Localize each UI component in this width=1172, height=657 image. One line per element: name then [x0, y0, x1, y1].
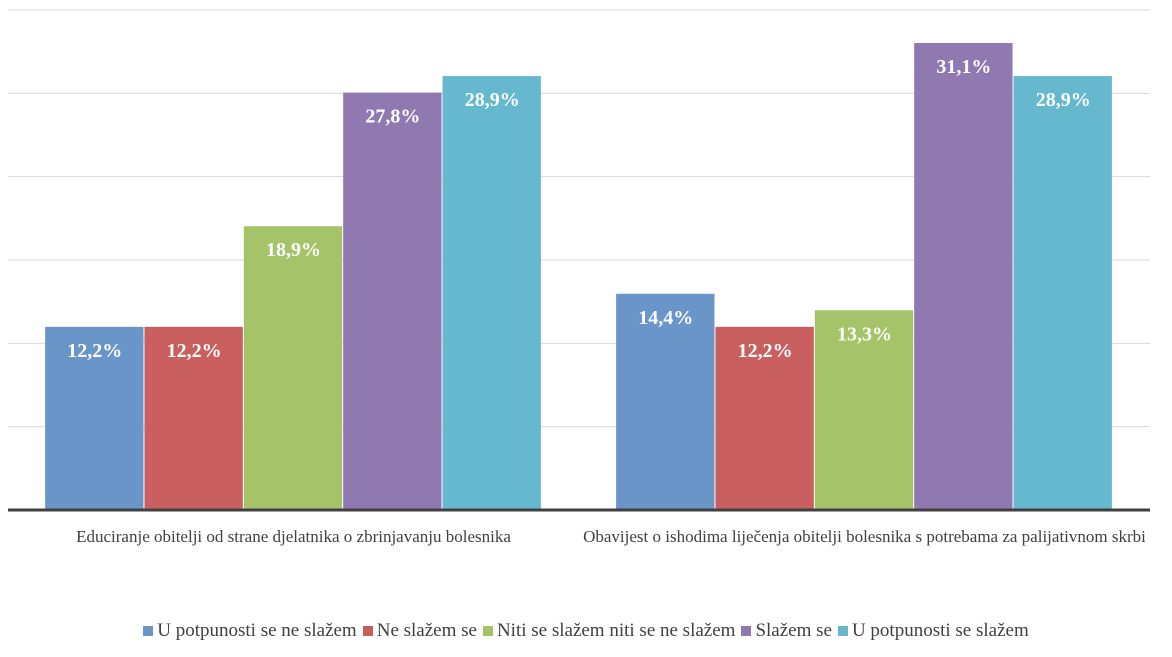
legend-label: U potpunosti se ne slažem [157, 620, 357, 641]
legend-label: Slažem se [755, 620, 832, 641]
value-label: 12,2% [167, 340, 222, 362]
legend-swatch [482, 626, 493, 636]
legend-swatch [362, 626, 373, 636]
value-label: 27,8% [365, 106, 420, 128]
value-label: 28,9% [1036, 89, 1091, 111]
value-label: 18,9% [266, 239, 321, 261]
legend-item: U potpunosti se ne slažem [143, 620, 357, 642]
legend-swatch [837, 626, 848, 636]
bar [814, 310, 914, 510]
legend-swatch [143, 626, 154, 636]
legend-label: Ne slažem se [376, 620, 477, 641]
legend: U potpunosti se ne slažem Ne slažem se Nit… [0, 620, 1172, 642]
x-tick-label: Obavijest o ishodima liječenja obitelji … [583, 527, 1146, 546]
x-tick-label: Educiranje obitelji od strane djelatnika… [76, 527, 511, 546]
value-label: 12,2% [738, 340, 793, 362]
legend-swatch [741, 626, 752, 636]
bar [914, 43, 1013, 511]
value-label: 28,9% [465, 89, 520, 111]
bar [343, 92, 442, 510]
bar [616, 293, 715, 510]
bar [442, 76, 541, 510]
value-label: 13,3% [837, 323, 892, 345]
bar [1013, 76, 1112, 510]
legend-item: U potpunosti se slažem [837, 620, 1029, 642]
legend-label: U potpunosti se slažem [851, 620, 1029, 641]
bar [144, 326, 243, 510]
legend-label: Niti se slažem niti se ne slažem [496, 620, 736, 641]
bar [715, 326, 814, 510]
bar [45, 326, 144, 510]
legend-item: Ne slažem se [362, 620, 477, 642]
value-label: 14,4% [638, 307, 693, 329]
legend-item: Niti se slažem niti se ne slažem [482, 620, 736, 642]
bar [243, 226, 343, 510]
value-label: 31,1% [936, 56, 991, 78]
value-label: 12,2% [67, 340, 122, 362]
legend-item: Slažem se [741, 620, 832, 642]
